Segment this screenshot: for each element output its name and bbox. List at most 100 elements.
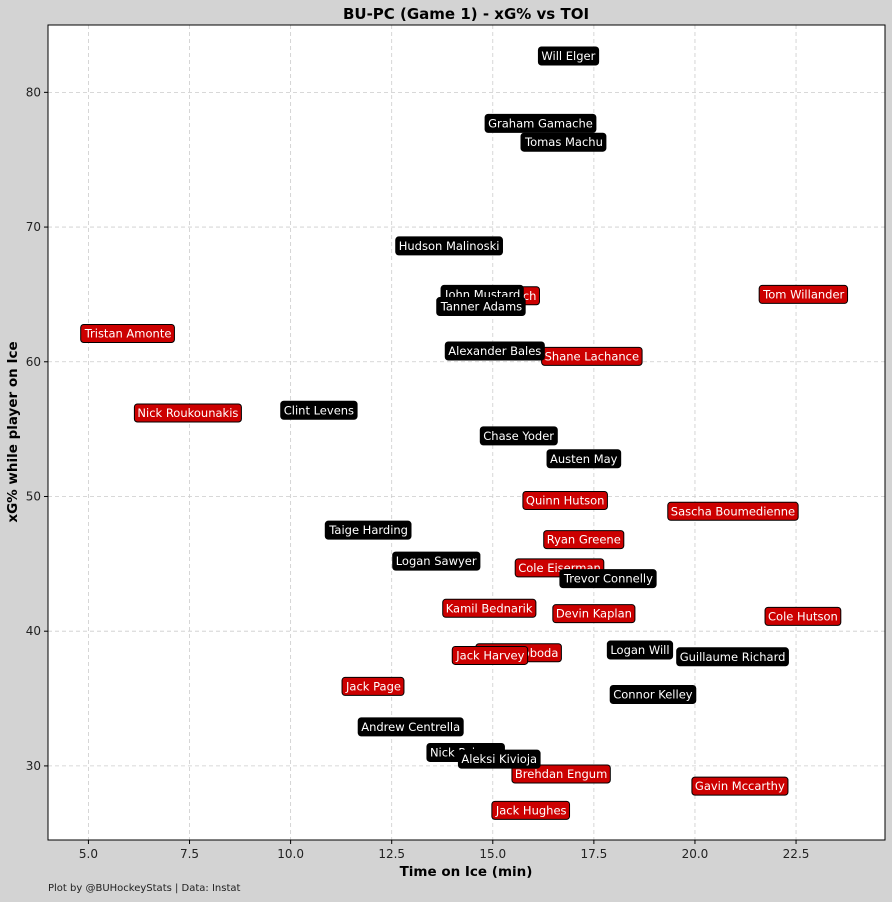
x-tick-label: 22.5 [783, 847, 810, 861]
data-point-sascha-boumedienne: Sascha Boumedienne [667, 501, 799, 521]
point-label: Shane Lachance [545, 349, 639, 363]
point-label: Jack Harvey [455, 648, 524, 662]
ticks: 5.0 7.5 10.0 12.5 15.0 17.5 20.0 22.5 30 40 50 60 70… [26, 85, 810, 861]
data-point-tom-willander: Tom Willander [758, 284, 849, 304]
point-label: Aleksi Kivioja [461, 752, 537, 766]
point-marker [552, 604, 636, 624]
point-marker [676, 647, 789, 667]
point-marker [436, 297, 526, 317]
data-point-hudson-malinoski: Hudson Malinoski [395, 236, 503, 256]
x-tick-label: 20.0 [682, 847, 709, 861]
data-point-aleksi-kivioja: Aleksi Kivioja [457, 749, 541, 769]
point-marker [444, 341, 545, 361]
point-label: Clint Levens [284, 403, 354, 417]
x-tick-label: 10.0 [277, 847, 304, 861]
point-label: Gavin Mccarthy [695, 779, 785, 793]
point-label: Tom Willander [762, 287, 844, 301]
data-point-brehdan-engum: Brehdan Engum [511, 764, 611, 784]
point-marker [764, 606, 842, 626]
point-marker [667, 501, 799, 521]
point-marker [395, 236, 503, 256]
data-point-will-elger: Will Elger [537, 46, 600, 66]
point-label: Devin Kaplan [556, 607, 632, 621]
credit-note: Plot by @BUHockeyStats | Data: Instat [48, 883, 241, 894]
point-marker [392, 551, 481, 571]
data-point-chase-yoder: Chase Yoder [479, 426, 558, 446]
point-label: Logan Sawyer [396, 554, 477, 568]
point-label: Trevor Connelly [563, 572, 653, 586]
point-label: Graham Gamache [488, 116, 593, 130]
point-label: Tomas Machu [524, 135, 603, 149]
point-marker [80, 323, 175, 343]
data-point-austen-may: Austen May [546, 449, 622, 469]
x-tick-label: 12.5 [378, 847, 405, 861]
data-point-graham-gamache: Graham Gamache [484, 113, 597, 133]
y-tick-label: 30 [26, 759, 41, 773]
data-point-taige-harding: Taige Harding [324, 520, 412, 540]
point-label: Cole Hutson [768, 609, 838, 623]
x-tick-label: 15.0 [479, 847, 506, 861]
point-label: Andrew Centrella [361, 720, 460, 734]
data-point-clint-levens: Clint Levens [280, 400, 358, 420]
chart-title: BU-PC (Game 1) - xG% vs TOI [343, 5, 589, 23]
point-marker [484, 113, 597, 133]
point-marker [280, 400, 358, 420]
point-marker [324, 520, 412, 540]
data-point-trevor-connelly: Trevor Connelly [559, 569, 657, 589]
point-label: Ryan Greene [547, 533, 621, 547]
point-marker [609, 685, 697, 705]
data-point-andrew-centrella: Andrew Centrella [357, 717, 464, 737]
y-tick-label: 40 [26, 624, 41, 638]
data-point-ryan-greene: Ryan Greene [543, 530, 625, 550]
point-label: Guillaume Richard [680, 650, 786, 664]
point-marker [522, 491, 608, 511]
data-point-gavin-mccarthy: Gavin Mccarthy [691, 776, 789, 796]
data-point-guillaume-richard: Guillaume Richard [676, 647, 789, 667]
x-tick-label: 5.0 [79, 847, 98, 861]
y-axis-label: xG% while player on Ice [5, 341, 21, 522]
point-marker [457, 749, 541, 769]
data-point-shane-lachance: Shane Lachance [541, 346, 643, 366]
point-marker [133, 403, 242, 423]
data-point-quinn-hutson: Quinn Hutson [522, 491, 608, 511]
point-label: Quinn Hutson [526, 494, 605, 508]
data-point-jack-hughes: Jack Hughes [491, 800, 571, 820]
point-label: Tristan Amonte [84, 326, 172, 340]
point-marker [479, 426, 558, 446]
point-marker [758, 284, 849, 304]
data-point-logan-will: Logan Will [606, 640, 674, 660]
point-label: Chase Yoder [483, 429, 554, 443]
point-label: Tanner Adams [440, 300, 522, 314]
point-marker [546, 449, 622, 469]
point-label: Jack Page [345, 679, 401, 693]
point-label: Logan Will [610, 643, 669, 657]
point-label: Will Elger [541, 49, 595, 63]
y-tick-label: 80 [26, 85, 41, 99]
point-label: Taige Harding [328, 523, 408, 537]
data-point-jack-harvey: Jack Harvey [451, 645, 529, 665]
data-point-logan-sawyer: Logan Sawyer [392, 551, 481, 571]
point-marker [451, 645, 529, 665]
point-marker [606, 640, 674, 660]
data-point-alexander-bales: Alexander Bales [444, 341, 545, 361]
point-marker [491, 800, 571, 820]
y-tick-label: 70 [26, 220, 41, 234]
y-tick-label: 50 [26, 489, 41, 503]
plot-area [48, 25, 885, 840]
data-point-cole-hutson: Cole Hutson [764, 606, 842, 626]
data-point-nick-roukounakis: Nick Roukounakis [133, 403, 242, 423]
point-label: Brehdan Engum [515, 767, 607, 781]
point-marker [442, 598, 537, 618]
data-point-jack-page: Jack Page [341, 676, 405, 696]
point-label: Hudson Malinoski [399, 239, 500, 253]
data-point-tristan-amonte: Tristan Amonte [80, 323, 175, 343]
point-marker [691, 776, 789, 796]
point-marker [537, 46, 600, 66]
data-point-tomas-machu: Tomas Machu [520, 132, 607, 152]
point-marker [511, 764, 611, 784]
point-label: Sascha Boumedienne [671, 504, 795, 518]
point-marker [543, 530, 625, 550]
data-point-connor-kelley: Connor Kelley [609, 685, 697, 705]
